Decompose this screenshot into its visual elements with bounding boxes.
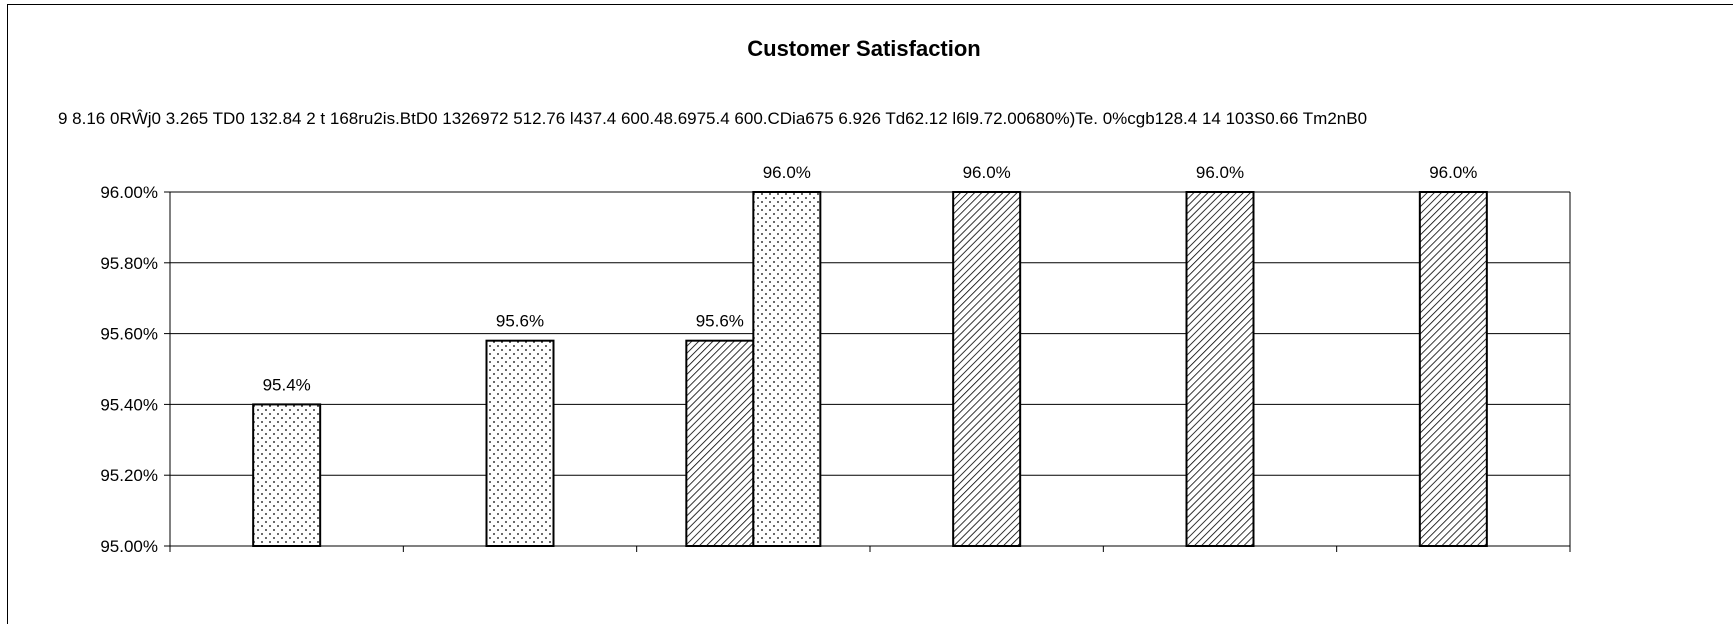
data-label: 96.0% (763, 163, 811, 182)
bar (952, 191, 1022, 547)
data-labels: 95.4% 95.6% 95.6% 96.0% 96.0% 96.0% 96.0% (263, 163, 1478, 394)
y-tick-label: 95.80% (100, 254, 158, 273)
y-tick-label: 96.00% (100, 183, 158, 202)
bars (252, 191, 1488, 547)
bar (1185, 191, 1255, 547)
data-label: 95.4% (263, 375, 311, 394)
data-label: 96.0% (1429, 163, 1477, 182)
data-label: 96.0% (1196, 163, 1244, 182)
data-label: 95.6% (696, 312, 744, 331)
axes: 95.00% 95.20% 95.40% 95.60% 95.80% 96.00% (100, 183, 1571, 556)
y-tick-label: 95.00% (100, 537, 158, 556)
y-tick-label: 95.20% (100, 466, 158, 485)
bar (1418, 191, 1488, 547)
data-label: 95.6% (496, 312, 544, 331)
y-tick-label: 95.40% (100, 395, 158, 414)
bar (752, 191, 822, 547)
data-label: 96.0% (963, 163, 1011, 182)
overlay-text: 9 8.16 0RŴj0 3.265 TD0 132.84 2 t 168ru2… (58, 109, 1367, 128)
gridlines (170, 191, 1570, 547)
bar (485, 339, 555, 547)
bar (252, 403, 322, 547)
chart-frame (7, 4, 1733, 624)
bar (685, 339, 755, 547)
chart-title: Customer Satisfaction (747, 36, 981, 61)
y-tick-label: 95.60% (100, 325, 158, 344)
